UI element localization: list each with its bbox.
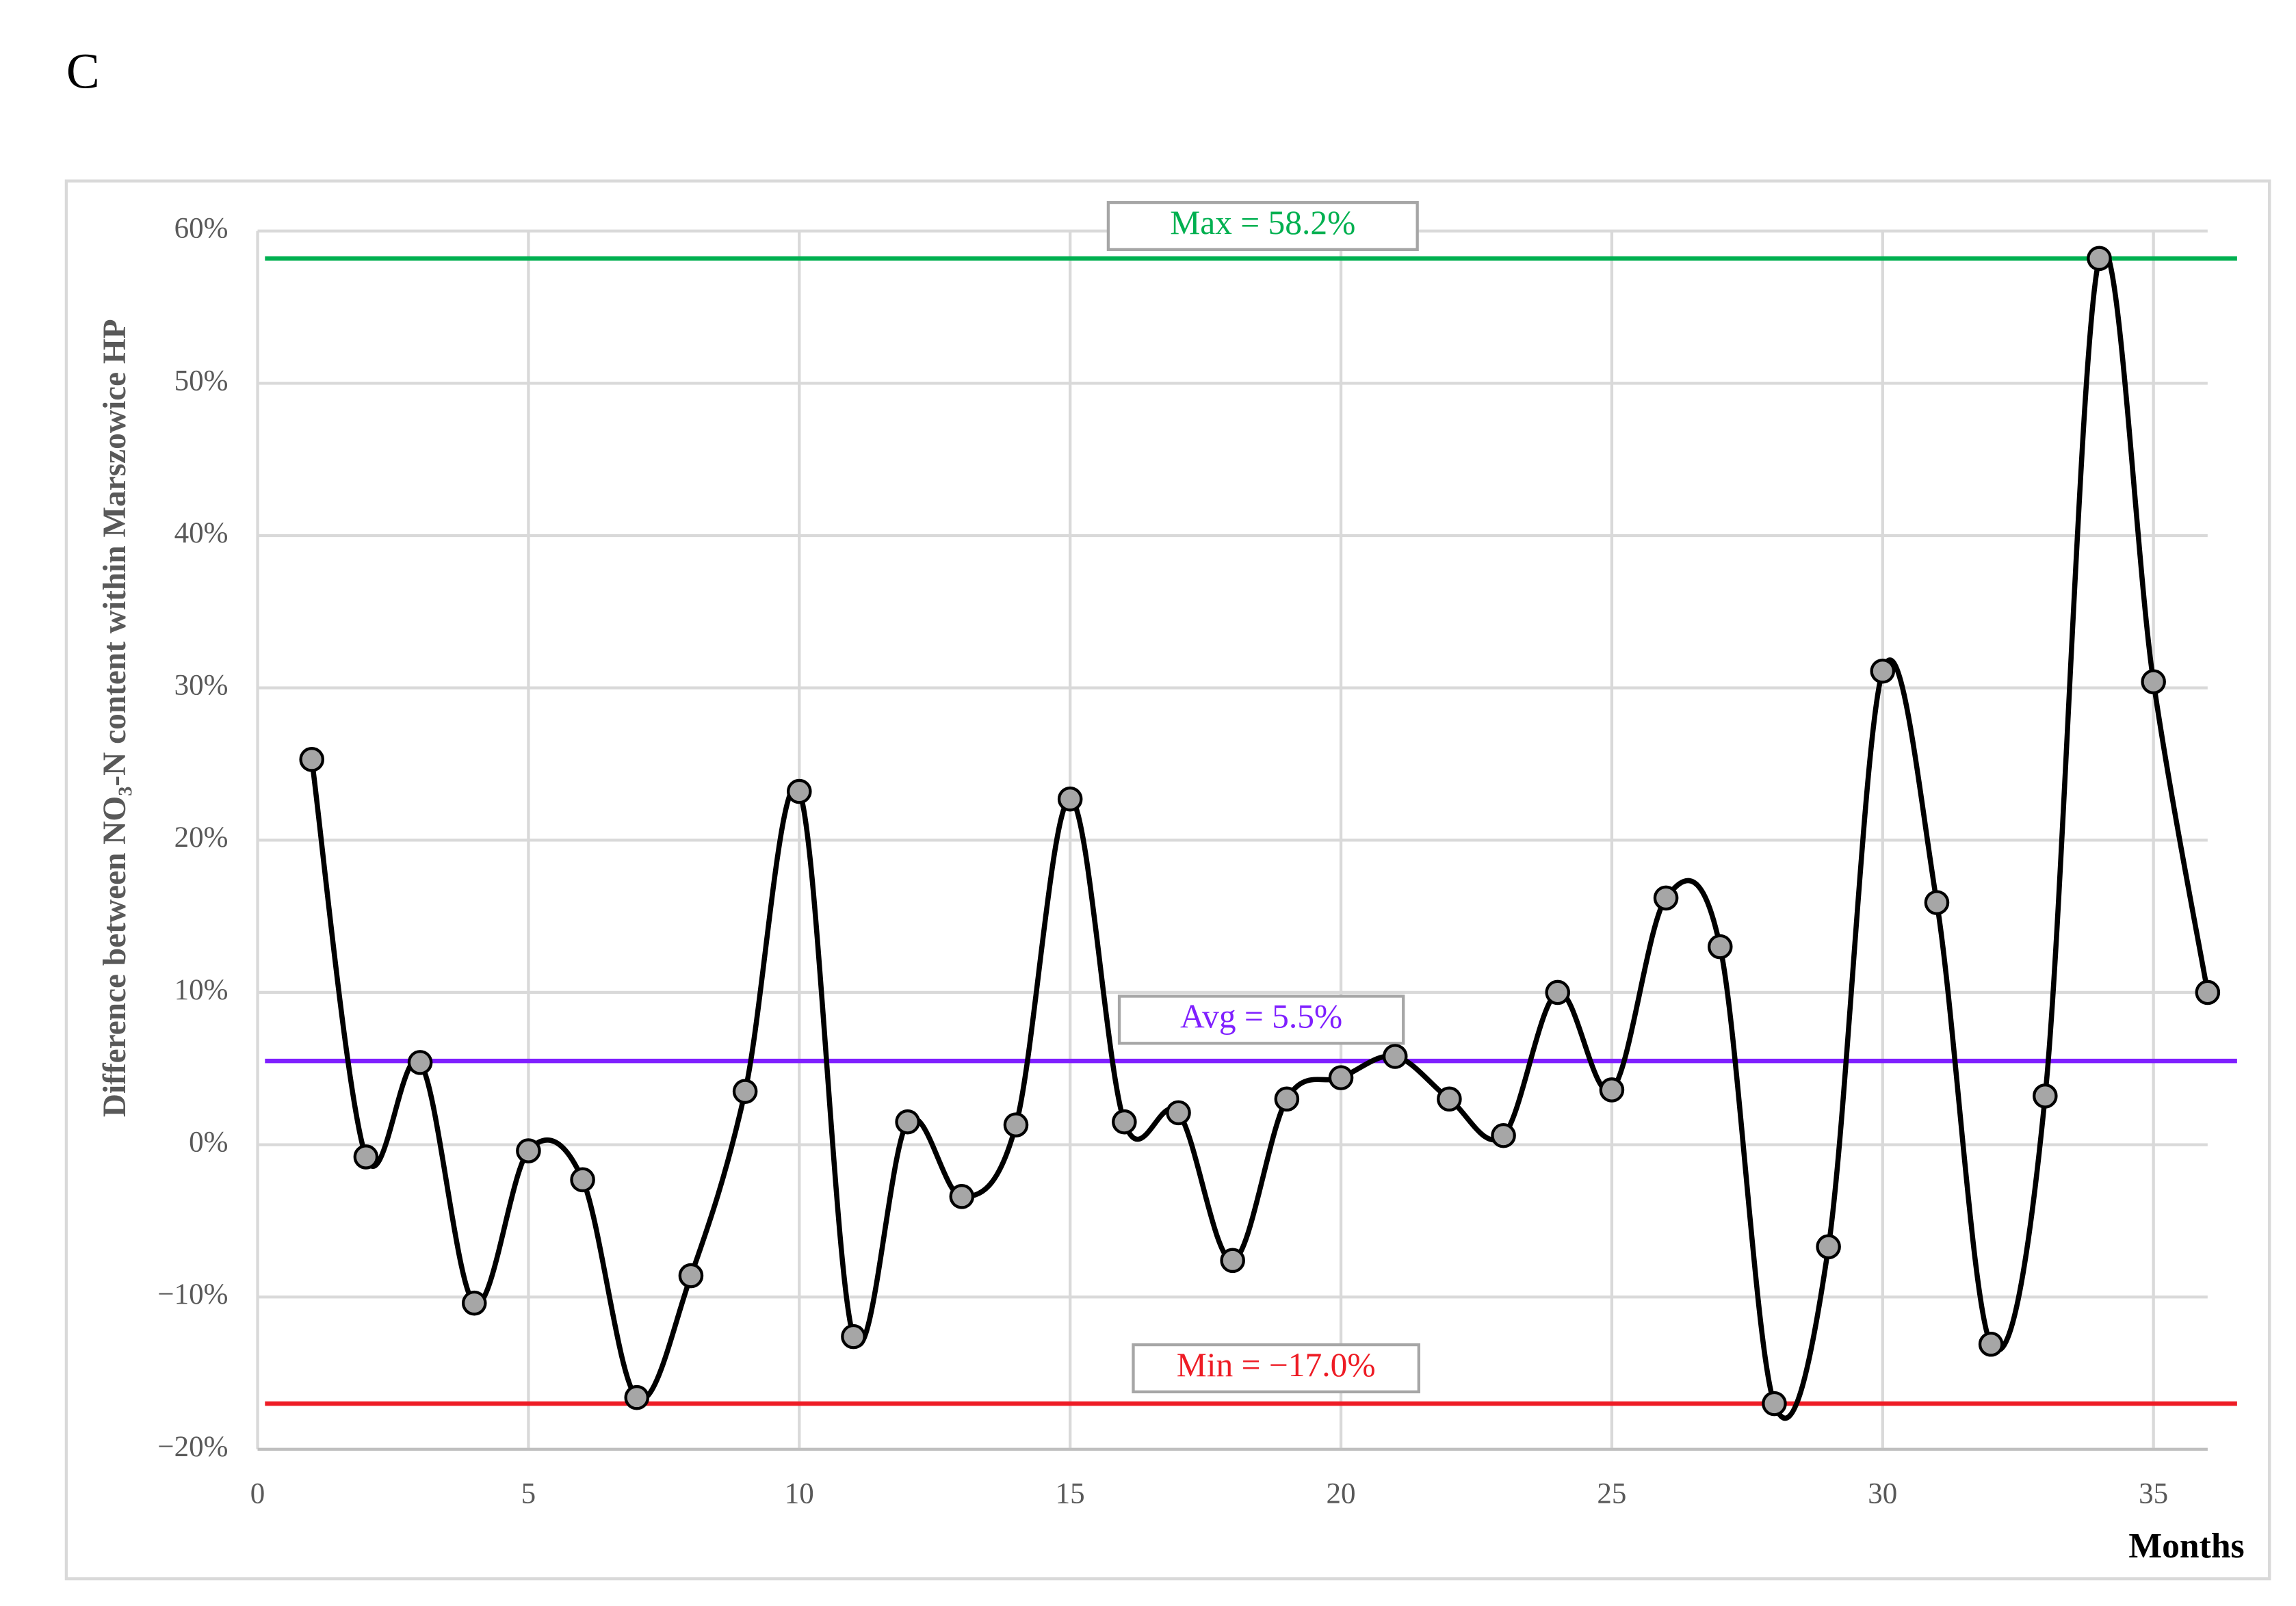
data-point <box>1274 1086 1300 1112</box>
data-point <box>1816 1234 1841 1260</box>
reference-label: Max = 58.2% <box>1170 204 1355 241</box>
x-tick-label: 0 <box>250 1478 265 1510</box>
reference-label-box <box>1117 995 1405 1045</box>
y-tick-label: 20% <box>174 821 229 854</box>
x-axis-title: Months <box>2128 1527 2244 1566</box>
data-point <box>2087 246 2112 272</box>
data-point <box>1762 1391 1787 1417</box>
data-point <box>1112 1109 1137 1135</box>
y-tick-label: 10% <box>174 974 229 1006</box>
x-tick-label: 25 <box>1597 1478 1626 1510</box>
data-point <box>516 1138 541 1163</box>
data-point <box>1382 1044 1408 1069</box>
y-tick-label: 50% <box>174 365 229 397</box>
data-point <box>299 747 325 772</box>
data-point <box>353 1144 379 1170</box>
chart-frame <box>64 179 2271 1581</box>
data-point <box>2033 1083 2058 1109</box>
y-tick-label: 30% <box>174 670 229 702</box>
data-point <box>1003 1112 1029 1137</box>
data-point <box>624 1384 650 1410</box>
data-point <box>1545 979 1571 1005</box>
data-point <box>1978 1331 2004 1357</box>
data-point <box>949 1184 975 1209</box>
data-point <box>570 1167 595 1193</box>
data-point <box>1870 658 1896 684</box>
data-point <box>1924 890 1950 915</box>
reference-label: Avg = 5.5% <box>1180 997 1342 1035</box>
data-point <box>1328 1065 1354 1090</box>
data-point <box>1653 885 1679 911</box>
y-tick-label: 0% <box>189 1126 228 1158</box>
y-axis-title: Difference between NO₃-N content within … <box>97 319 133 1117</box>
data-line <box>309 247 2210 1421</box>
data-point <box>1491 1122 1516 1148</box>
data-point <box>1166 1100 1191 1126</box>
x-tick-label: 15 <box>1056 1478 1085 1510</box>
y-tick-label: 60% <box>174 213 229 245</box>
x-tick-label: 30 <box>1868 1478 1897 1510</box>
y-tick-label: −20% <box>157 1431 228 1463</box>
data-point <box>407 1050 433 1075</box>
data-point <box>1220 1248 1245 1274</box>
data-point <box>787 778 812 804</box>
data-point <box>678 1263 704 1289</box>
x-tick-label: 5 <box>521 1478 536 1510</box>
reference-label: Min = −17.0% <box>1177 1346 1376 1384</box>
data-point <box>1599 1077 1625 1103</box>
y-tick-label: 40% <box>174 517 229 549</box>
data-point <box>1057 786 1083 812</box>
x-tick-label: 10 <box>785 1478 814 1510</box>
reference-label-box <box>1132 1343 1420 1394</box>
data-point <box>2195 979 2221 1005</box>
reference-label-box <box>1106 200 1419 252</box>
data-point <box>1707 934 1733 960</box>
data-point <box>2141 669 2166 695</box>
y-tick-label: −10% <box>157 1278 228 1311</box>
data-point <box>895 1109 920 1135</box>
x-tick-label: 20 <box>1327 1478 1356 1510</box>
x-tick-label: 35 <box>2139 1478 2168 1510</box>
data-point <box>461 1290 487 1316</box>
data-point <box>1437 1086 1462 1112</box>
data-point <box>732 1079 758 1104</box>
data-point <box>841 1324 866 1350</box>
panel-label: C <box>66 44 100 99</box>
